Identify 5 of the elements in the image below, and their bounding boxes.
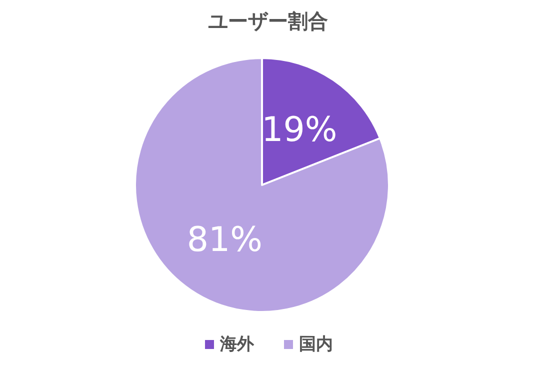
- legend-label: 国内: [299, 334, 333, 354]
- data-label: 19%: [262, 110, 338, 150]
- data-label: 81%: [186, 220, 262, 260]
- legend-label: 海外: [219, 334, 255, 354]
- chart-title: ユーザー割合: [208, 9, 328, 33]
